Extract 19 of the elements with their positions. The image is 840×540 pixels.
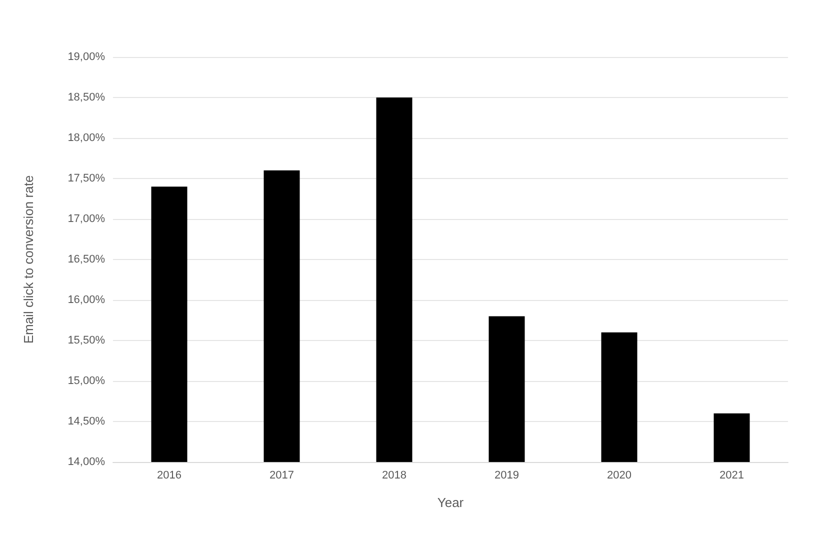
x-tick-label: 2019 <box>494 470 519 482</box>
y-tick-label: 14,50% <box>68 416 106 428</box>
y-tick-label: 19,00% <box>68 51 106 63</box>
y-tick-label: 17,00% <box>68 213 106 225</box>
y-tick-label: 15,00% <box>68 375 106 387</box>
y-axis-title: Email click to conversion rate <box>21 175 36 344</box>
y-tick-label: 16,00% <box>68 294 106 306</box>
y-tick-label: 18,00% <box>68 132 106 144</box>
y-tick-label: 18,50% <box>68 92 106 104</box>
y-tick-label: 17,50% <box>68 172 106 184</box>
y-tick-label: 15,50% <box>68 334 106 346</box>
y-tick-label: 16,50% <box>68 254 106 266</box>
x-tick-label: 2021 <box>720 470 744 482</box>
y-tick-label: 14,00% <box>68 456 106 468</box>
x-axis-title: Year <box>437 495 464 510</box>
x-tick-label: 2018 <box>382 470 406 482</box>
x-tick-label: 2016 <box>157 470 182 482</box>
x-tick-label: 2017 <box>270 470 294 482</box>
x-tick-label: 2020 <box>607 470 632 482</box>
